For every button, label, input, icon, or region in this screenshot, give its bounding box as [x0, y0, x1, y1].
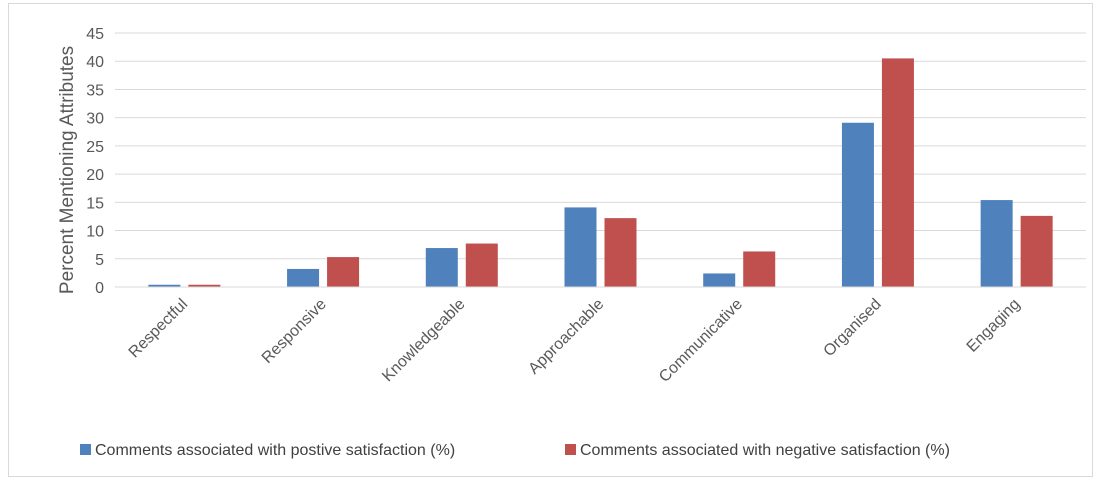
y-tick-label: 5 — [95, 252, 104, 269]
bar-negative — [1020, 215, 1053, 287]
gridlines — [115, 32, 1086, 260]
bar-positive — [703, 273, 736, 287]
y-tick-label: 10 — [86, 224, 104, 241]
bars — [148, 58, 1053, 288]
legend: Comments associated with postive satisfa… — [80, 442, 950, 459]
bar-negative — [881, 58, 914, 288]
bar-negative — [465, 243, 498, 287]
x-tick-label: Approachable — [525, 296, 607, 378]
bar-positive — [425, 248, 458, 287]
x-tick-label: Communicative — [656, 296, 746, 386]
x-tick-label: Responsive — [259, 296, 330, 367]
y-axis-title: Percent Mentioning Attributes — [57, 46, 78, 294]
bar-negative — [188, 284, 221, 287]
x-axis-tick-labels: Respectful Responsive Knowledgeable Approac… — [126, 296, 1024, 386]
legend-label: Comments associated with postive satisfa… — [95, 442, 455, 459]
x-tick-label: Knowledgeable — [379, 296, 468, 385]
x-tick-label: Organised — [821, 296, 885, 360]
y-tick-label: 30 — [86, 111, 104, 128]
bar-negative — [327, 257, 360, 287]
x-tick-label: Engaging — [964, 296, 1024, 356]
bar-positive — [287, 268, 320, 287]
bar-positive — [980, 200, 1013, 287]
legend-swatch — [80, 444, 91, 455]
bar-positive — [841, 122, 874, 287]
bar-positive — [564, 207, 597, 287]
x-tick-label: Respectful — [126, 296, 191, 361]
y-axis-tick-labels: 0 5 10 15 20 25 30 35 40 45 — [86, 26, 104, 297]
bar-negative — [743, 251, 776, 287]
y-tick-label: 45 — [86, 26, 104, 43]
y-tick-label: 35 — [86, 82, 104, 99]
y-tick-label: 0 — [95, 280, 104, 297]
y-tick-label: 25 — [86, 139, 104, 156]
bar-negative — [604, 218, 637, 287]
y-tick-label: 20 — [86, 167, 104, 184]
legend-label: Comments associated with negative satisf… — [580, 442, 950, 459]
bar-positive — [148, 284, 181, 287]
legend-swatch — [565, 444, 576, 455]
y-tick-label: 40 — [86, 54, 104, 71]
y-tick-label: 15 — [86, 195, 104, 212]
